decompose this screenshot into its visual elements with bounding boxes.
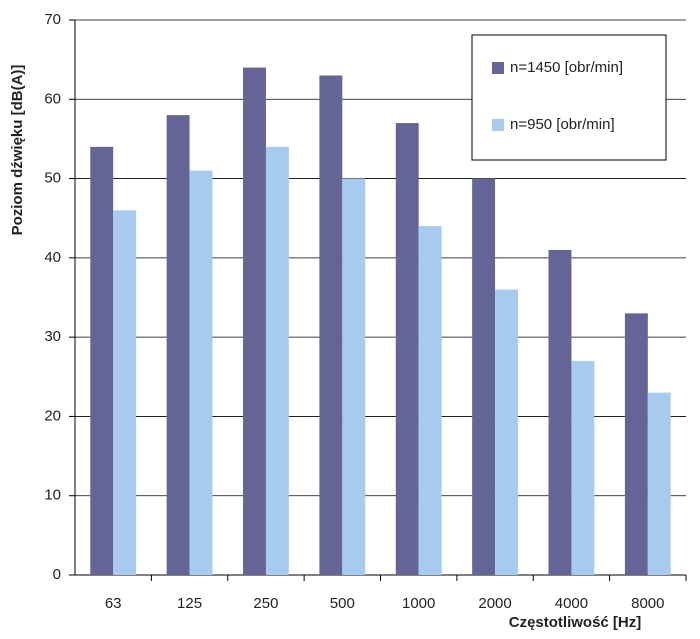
x-tick-label: 250 <box>253 595 278 612</box>
x-tick-label: 2000 <box>478 595 511 612</box>
bar <box>472 178 496 576</box>
bar <box>395 123 419 576</box>
y-tick-label: 50 <box>44 170 61 187</box>
bar <box>342 178 366 576</box>
x-axis-title: Częstotliwość [Hz] <box>509 614 642 631</box>
x-tick-label: 500 <box>330 595 355 612</box>
bar <box>647 392 671 575</box>
y-tick-label: 60 <box>44 90 61 107</box>
bar <box>265 146 289 575</box>
x-tick-label: 1000 <box>402 595 435 612</box>
bar <box>319 75 343 575</box>
bar <box>624 313 648 575</box>
x-tick-label: 63 <box>105 595 122 612</box>
bar <box>166 115 190 576</box>
legend-box <box>471 34 667 161</box>
bar <box>243 67 266 576</box>
y-tick-label: 40 <box>44 249 61 266</box>
y-tick-label: 10 <box>44 487 61 504</box>
bar <box>571 360 595 575</box>
y-axis-title: Poziom dźwięku [dB(A)] <box>9 65 26 236</box>
legend-swatch <box>492 62 504 74</box>
y-tick-label: 20 <box>44 407 61 424</box>
x-tick-label: 8000 <box>631 595 664 612</box>
bar <box>113 210 137 576</box>
legend-label: n=1450 [obr/min] <box>510 59 623 76</box>
x-tick-label: 4000 <box>555 595 588 612</box>
bar <box>90 146 114 575</box>
x-tick-label: 125 <box>177 595 202 612</box>
bar <box>548 249 572 575</box>
legend-label: n=950 [obr/min] <box>510 116 615 133</box>
y-tick-label: 70 <box>44 11 61 28</box>
bar <box>418 226 442 575</box>
y-tick-label: 30 <box>44 328 61 345</box>
y-tick-label: 0 <box>53 566 61 583</box>
bar <box>189 170 213 575</box>
bar <box>495 289 518 575</box>
legend-swatch <box>492 119 504 131</box>
